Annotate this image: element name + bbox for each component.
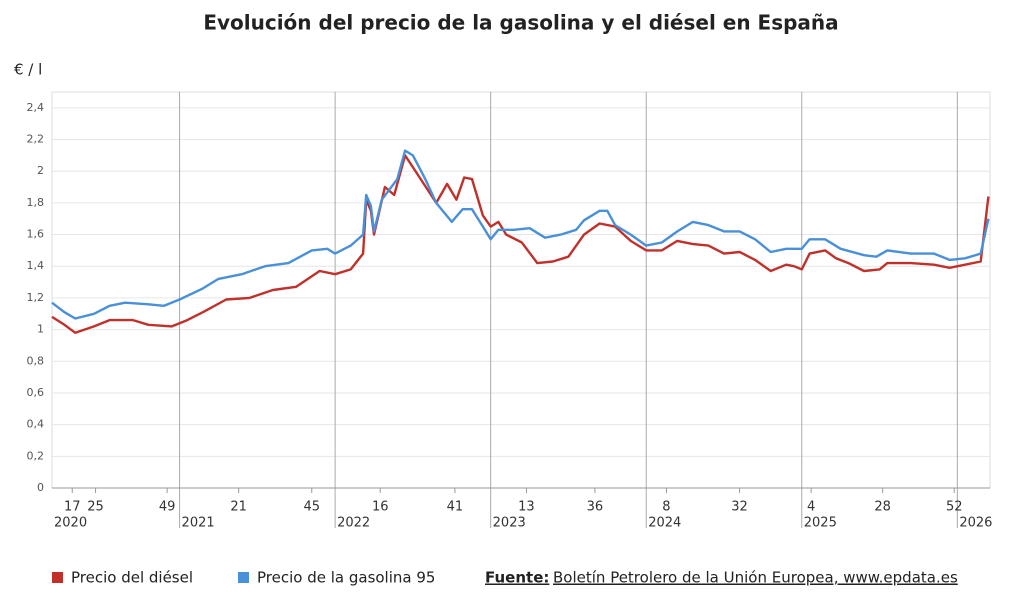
x-tick-label: 16 — [372, 500, 389, 515]
y-tick-label: 2,2 — [27, 133, 45, 146]
legend-swatch — [238, 572, 249, 583]
x-tick-label: 8 — [662, 500, 670, 515]
x-tick-label: 21 — [230, 500, 247, 515]
y-tick-label: 1 — [37, 323, 44, 336]
year-label: 2022 — [337, 516, 370, 531]
x-tick-label: 41 — [447, 500, 464, 515]
year-label: 2025 — [804, 516, 837, 531]
year-label: 2023 — [493, 516, 526, 531]
y-tick-label: 0,6 — [27, 386, 45, 399]
x-tick-label: 28 — [874, 500, 891, 515]
y-tick-label: 2 — [37, 164, 44, 177]
source-text: Boletín Petrolero de la Unión Europea, w… — [553, 569, 958, 587]
x-tick-label: 4 — [807, 500, 815, 515]
series-line — [51, 149, 990, 320]
x-tick-label: 13 — [518, 500, 535, 515]
x-tick-label: 49 — [159, 500, 176, 515]
y-tick-label: 0 — [37, 481, 44, 494]
y-tick-label: 1,2 — [27, 291, 45, 304]
year-label: 2021 — [182, 516, 215, 531]
year-label: 2020 — [54, 516, 87, 531]
plot-area — [51, 91, 991, 489]
y-tick-label: 0,8 — [27, 354, 45, 367]
x-tick-label: 45 — [304, 500, 321, 515]
y-tick-label: 0,2 — [27, 449, 45, 462]
y-tick-label: 0,4 — [27, 418, 45, 431]
source-label: Fuente: — [485, 569, 549, 587]
x-tick-label: 32 — [731, 500, 748, 515]
y-tick-label: 1,6 — [27, 228, 45, 241]
legend-label: Precio de la gasolina 95 — [257, 569, 435, 587]
y-tick-label: 2,4 — [27, 101, 45, 114]
legend-swatch — [52, 572, 63, 583]
year-label: 2024 — [648, 516, 681, 531]
x-tick-label: 17 — [64, 500, 81, 515]
x-tick-label: 36 — [587, 500, 604, 515]
y-tick-label: 1,8 — [27, 196, 45, 209]
year-label: 2026 — [959, 516, 992, 531]
x-tick-label: 25 — [87, 500, 104, 515]
y-axis-label: € / l — [14, 61, 42, 79]
x-tick-label: 52 — [946, 500, 963, 515]
legend-label: Precio del diésel — [71, 569, 193, 587]
series-line — [51, 154, 990, 334]
y-tick-label: 1,4 — [27, 259, 45, 272]
chart-title: Evolución del precio de la gasolina y el… — [203, 11, 838, 35]
